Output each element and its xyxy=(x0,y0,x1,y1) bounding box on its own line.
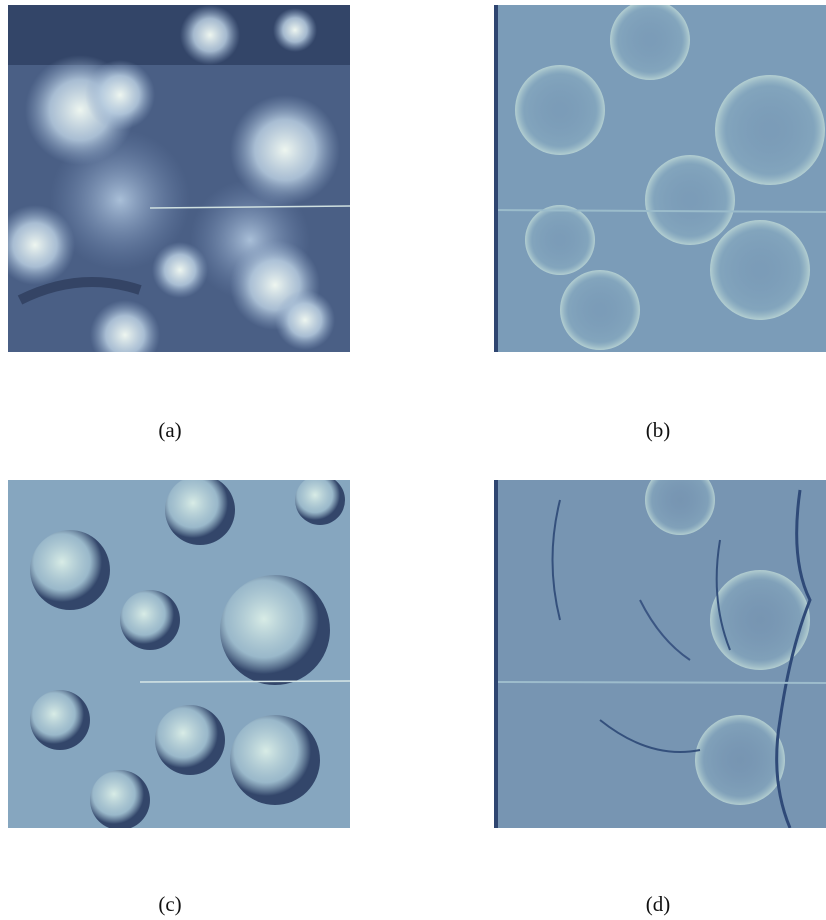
page: (a) (b) (c) (d) (() => { const data = JS… xyxy=(0,0,826,920)
image-c xyxy=(8,475,350,830)
caption: (d) xyxy=(646,892,671,916)
figure: (a) (b) (c) (d) xyxy=(0,0,826,920)
caption: (a) xyxy=(158,418,181,442)
image-d xyxy=(494,465,826,828)
caption: (b) xyxy=(646,418,671,442)
image-a xyxy=(0,5,350,370)
caption: (c) xyxy=(158,892,181,916)
image-b xyxy=(494,0,826,352)
